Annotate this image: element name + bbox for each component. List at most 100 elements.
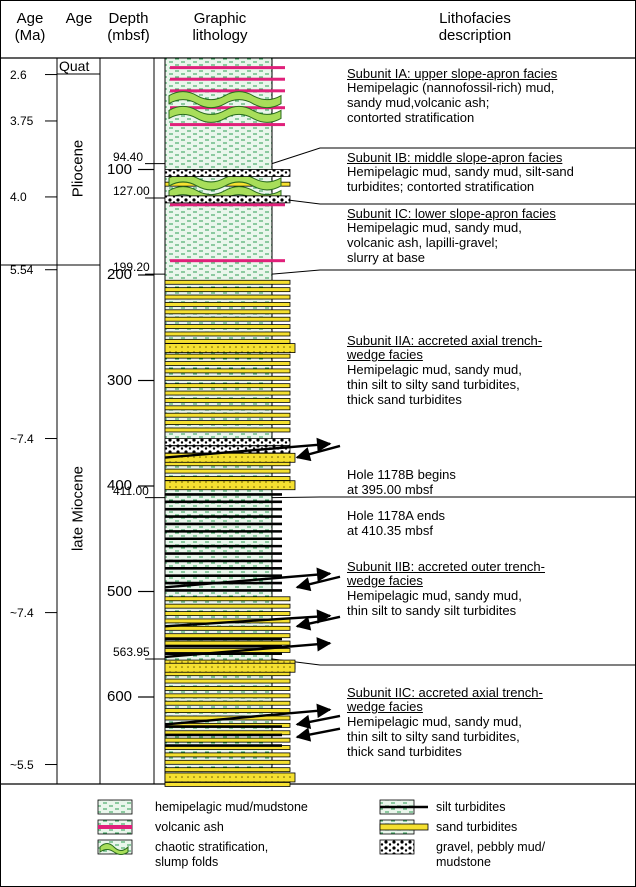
unit-iib-title: Subunit IIB: accreted outer trench- bbox=[347, 559, 545, 574]
unit-iic-title: Subunit IIC: accreted axial trench- bbox=[347, 685, 543, 700]
hole-1178a-note: Hole 1178A ends at 410.35 mbsf bbox=[347, 508, 445, 538]
unit-boundary-connector bbox=[271, 269, 636, 275]
unit-ib-title: Subunit IB: middle slope-apron facies bbox=[347, 150, 563, 165]
sand-turbidite-layer bbox=[164, 625, 291, 631]
unit-boundary-depth: 411.00 bbox=[113, 483, 149, 498]
unit-iic-line: thick sand turbidites bbox=[347, 744, 462, 759]
sand-turbidite-layer bbox=[164, 390, 291, 396]
sand-turbidite-layer bbox=[164, 596, 291, 602]
depth-tick-label: 600 bbox=[107, 688, 133, 705]
slump-fold-layer bbox=[168, 105, 282, 123]
sand-turbidite-layer bbox=[164, 708, 291, 714]
unit-ic-title: Subunit IC: lower slope-apron facies bbox=[347, 206, 556, 221]
unit-boundary-depth: 94.40 bbox=[113, 149, 144, 164]
sand-turbidite-layer bbox=[164, 353, 291, 359]
sand-turbidite-layer bbox=[164, 611, 291, 616]
depth-tick-label: 200 bbox=[107, 266, 133, 283]
unit-iia-line: thin silt to silty sand turbidites, bbox=[347, 377, 520, 392]
unit-ic-line: slurry at base bbox=[347, 250, 426, 265]
age-ma-label: 2.6 bbox=[10, 67, 27, 82]
unit-ia-line: sandy mud,volcanic ash; bbox=[347, 95, 490, 110]
unit-ia-line: Hemipelagic (nannofossil-rich) mud, bbox=[347, 80, 555, 95]
unit-ic-line: volcanic ash, lapilli-gravel; bbox=[347, 235, 499, 250]
age-ma-label: ~7.4 bbox=[10, 431, 34, 446]
gravel-layer bbox=[164, 169, 291, 177]
unit-iic-line: thin silt to silty sand turbidites, bbox=[347, 729, 520, 744]
sand-turbidite-layer bbox=[164, 361, 291, 366]
unit-ib-line: turbidites; contorted stratification bbox=[347, 179, 535, 194]
slump-fold-layer bbox=[168, 173, 282, 191]
thick-sand-layer bbox=[164, 452, 296, 463]
unit-ic-description: Subunit IC: lower slope-apron facies Hem… bbox=[347, 207, 556, 265]
unit-iic-line: wedge facies bbox=[347, 699, 423, 714]
thick-sand-layer bbox=[164, 343, 296, 353]
sand-turbidite-layer bbox=[164, 427, 291, 433]
unit-iib-line: thin silt to sandy silt turbidites bbox=[347, 603, 517, 618]
unit-ia-title: Subunit IA: upper slope-apron facies bbox=[347, 66, 558, 81]
fault-arrow bbox=[295, 575, 341, 592]
sand-turbidite-layer bbox=[164, 309, 291, 315]
legend-silt-label: silt turbidites bbox=[436, 800, 506, 814]
depth-tick-label: 500 bbox=[107, 582, 133, 600]
legend-swatch-ash bbox=[97, 819, 133, 835]
unit-iib-description: Subunit IIB: accreted outer trench- wedg… bbox=[347, 560, 545, 618]
sand-turbidite-layer bbox=[164, 686, 291, 691]
sand-turbidite-layer bbox=[164, 767, 291, 773]
depth-tick-label: 300 bbox=[107, 371, 133, 389]
age-ma-label: ~5.5 bbox=[10, 757, 34, 772]
fault-arrow bbox=[164, 567, 332, 589]
volcanic-ash-layer bbox=[170, 106, 285, 110]
age-ma-label: ~7.4 bbox=[10, 605, 34, 620]
sand-turbidite-layer bbox=[164, 316, 291, 322]
legend-swatch-fold bbox=[97, 839, 133, 855]
unit-boundary-connector bbox=[271, 197, 636, 205]
unit-boundary-depth: 563.95 bbox=[113, 644, 150, 659]
fault-arrow bbox=[295, 615, 341, 631]
volcanic-ash-layer bbox=[170, 259, 285, 263]
volcanic-ash-layer bbox=[170, 203, 285, 207]
legend-mud-label: hemipelagic mud/mudstone bbox=[155, 800, 308, 814]
unit-boundary-connector bbox=[271, 147, 636, 165]
sand-turbidite-layer bbox=[164, 752, 291, 758]
header-depth: Depth (mbsf) bbox=[107, 10, 150, 44]
unit-iib-line: Hemipelagic mud, sandy mud, bbox=[347, 588, 522, 603]
unit-ic-line: Hemipelagic mud, sandy mud, bbox=[347, 220, 522, 235]
sand-turbidite-layer bbox=[164, 476, 291, 481]
sand-turbidite-layer bbox=[164, 302, 291, 307]
legend-swatch-gravel bbox=[379, 839, 415, 855]
unit-iia-title: Subunit IIA: accreted axial trench- bbox=[347, 333, 543, 348]
fault-arrow bbox=[164, 703, 332, 726]
unit-ib-description: Subunit IB: middle slope-apron facies He… bbox=[347, 151, 574, 194]
unit-iib-line: wedge facies bbox=[347, 573, 423, 588]
volcanic-ash-layer bbox=[170, 123, 285, 127]
depth-tick-label: 400 bbox=[107, 477, 133, 494]
sand-turbidite-layer bbox=[164, 294, 291, 300]
hole-note-line: Hole 1178B begins bbox=[347, 467, 456, 482]
fault-arrow bbox=[295, 714, 341, 729]
header-age-ma: Age (Ma) bbox=[14, 10, 46, 44]
sand-turbidite-layer bbox=[164, 782, 291, 787]
sand-turbidite-layer bbox=[164, 398, 291, 403]
unit-ib-line: Hemipelagic mud, sandy mud, silt-sand bbox=[347, 164, 574, 179]
sand-turbidite-layer bbox=[164, 640, 291, 646]
header-graphic-lithology: Graphic lithology bbox=[192, 10, 248, 44]
legend-swatch-mud bbox=[97, 799, 133, 815]
thick-sand-layer bbox=[164, 480, 296, 491]
volcanic-ash-layer bbox=[170, 66, 285, 70]
unit-iia-line: Hemipelagic mud, sandy mud, bbox=[347, 362, 522, 377]
legend-swatch-sand bbox=[379, 819, 429, 835]
header-lithofacies-description: Lithofacies description bbox=[438, 10, 512, 44]
legend-ash-label: volcanic ash bbox=[155, 820, 224, 834]
sand-turbidite-layer bbox=[164, 324, 291, 329]
gravel-layer bbox=[164, 195, 291, 204]
legend-fold-label: chaotic stratification, slump folds bbox=[155, 840, 269, 869]
legend-swatch-silt bbox=[379, 799, 428, 815]
epoch-quat: Quat bbox=[59, 58, 90, 74]
unit-iic-line: Hemipelagic mud, sandy mud, bbox=[347, 714, 522, 729]
unit-ia-line: contorted stratification bbox=[347, 110, 475, 125]
sand-turbidite-layer bbox=[164, 700, 291, 706]
thick-sand-layer bbox=[164, 662, 296, 673]
unit-iia-line: wedge facies bbox=[347, 347, 423, 362]
legend-gravel-label: gravel, pebbly mud/mudstone bbox=[436, 840, 546, 869]
